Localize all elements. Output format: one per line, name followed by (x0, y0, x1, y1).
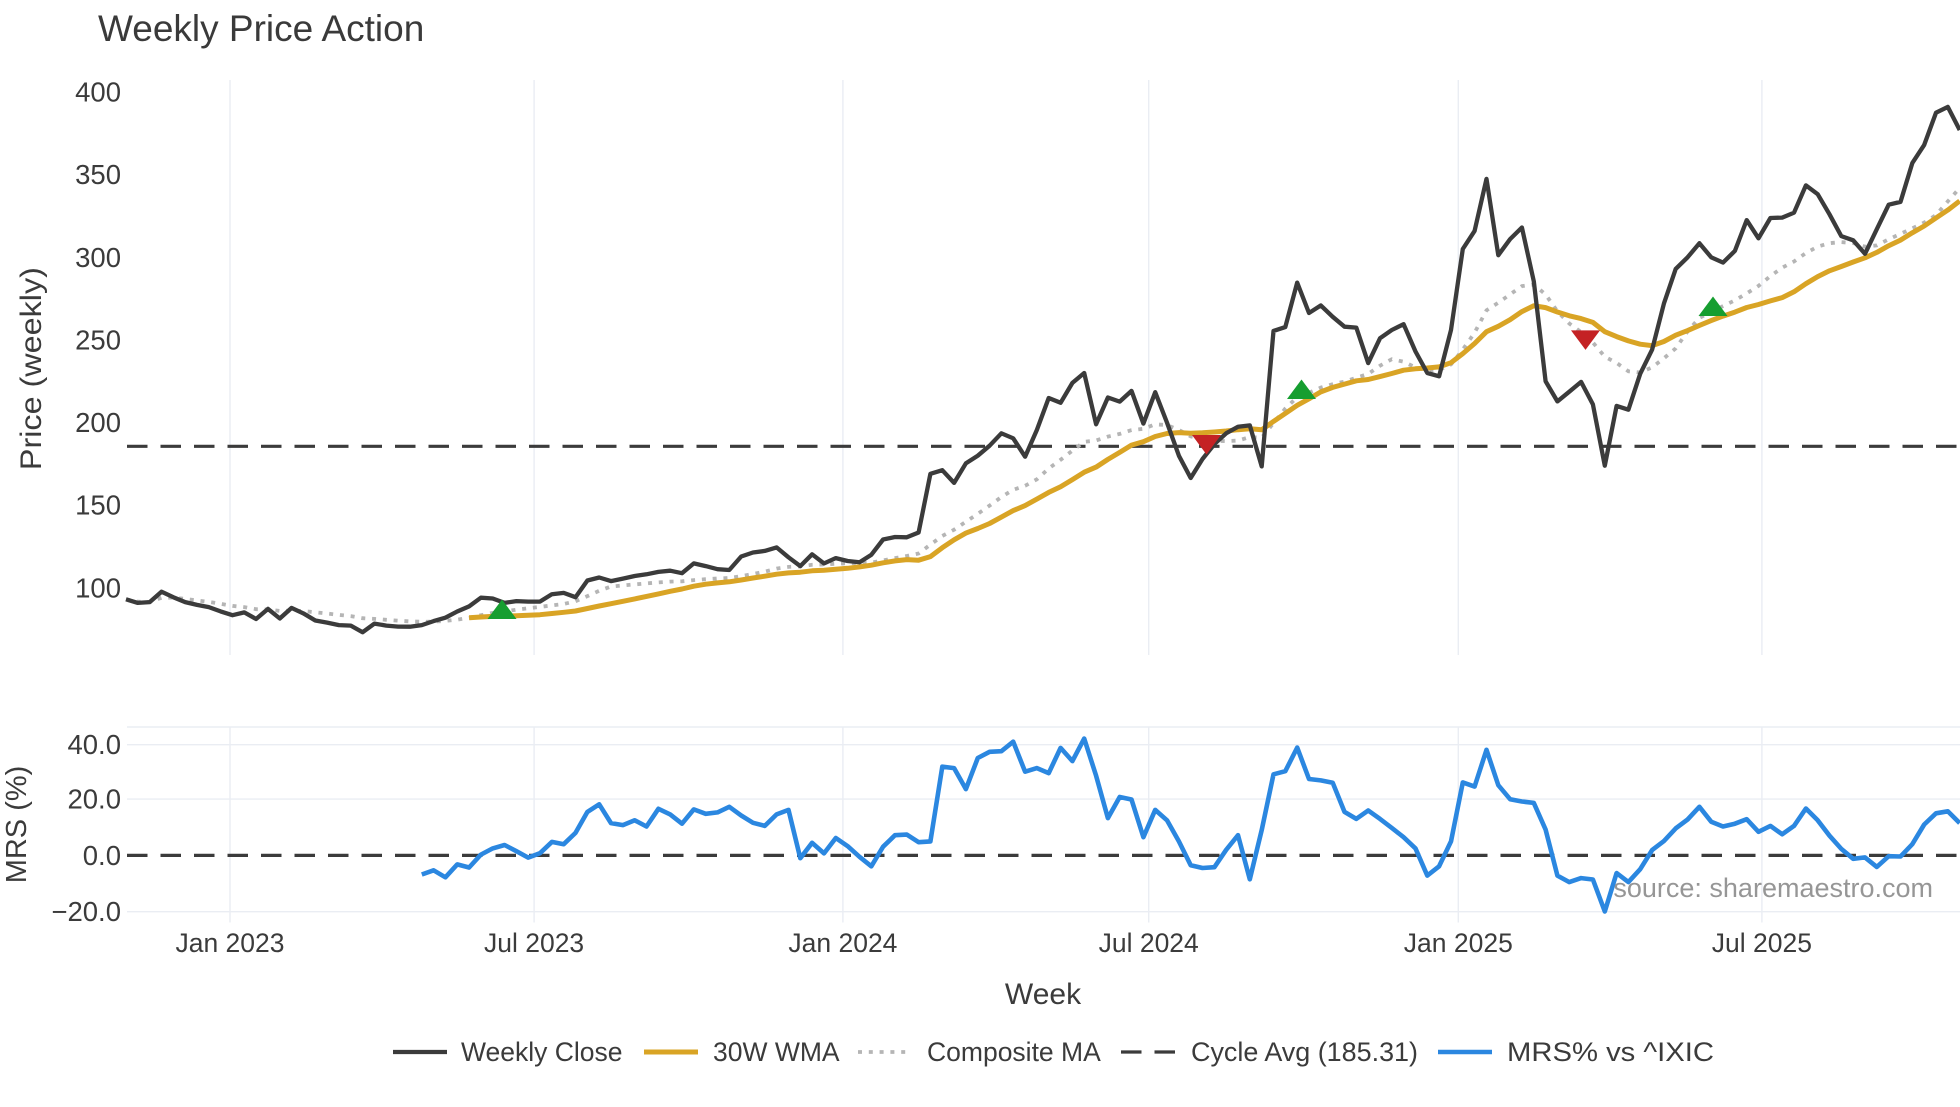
svg-text:Jan 2024: Jan 2024 (788, 928, 897, 958)
svg-text:Weekly Close: Weekly Close (461, 1037, 623, 1067)
svg-text:Jan 2023: Jan 2023 (175, 928, 284, 958)
svg-text:MRS (%): MRS (%) (1, 766, 33, 884)
svg-text:300: 300 (75, 242, 121, 273)
svg-text:Week: Week (1005, 978, 1082, 1011)
svg-text:100: 100 (75, 572, 121, 603)
svg-text:Jul 2023: Jul 2023 (484, 928, 584, 958)
svg-text:Composite MA: Composite MA (927, 1037, 1101, 1067)
svg-text:Jul 2024: Jul 2024 (1099, 928, 1199, 958)
svg-text:150: 150 (75, 490, 121, 521)
svg-text:Jul 2025: Jul 2025 (1712, 928, 1812, 958)
svg-text:20.0: 20.0 (67, 784, 121, 815)
svg-text:250: 250 (75, 325, 121, 356)
svg-text:Price (weekly): Price (weekly) (15, 267, 48, 470)
svg-text:Weekly Price Action: Weekly Price Action (98, 8, 424, 49)
svg-text:0.0: 0.0 (83, 840, 121, 871)
svg-text:200: 200 (75, 407, 121, 438)
svg-text:source: sharemaestro.com: source: sharemaestro.com (1613, 873, 1933, 903)
svg-text:40.0: 40.0 (67, 729, 121, 760)
svg-text:30W WMA: 30W WMA (713, 1037, 840, 1067)
svg-text:Jan 2025: Jan 2025 (1404, 928, 1513, 958)
svg-text:400: 400 (75, 77, 121, 108)
svg-text:Cycle Avg (185.31): Cycle Avg (185.31) (1191, 1037, 1418, 1067)
svg-text:−20.0: −20.0 (51, 896, 121, 927)
svg-text:MRS% vs ^IXIC: MRS% vs ^IXIC (1507, 1037, 1714, 1067)
svg-text:350: 350 (75, 159, 121, 190)
